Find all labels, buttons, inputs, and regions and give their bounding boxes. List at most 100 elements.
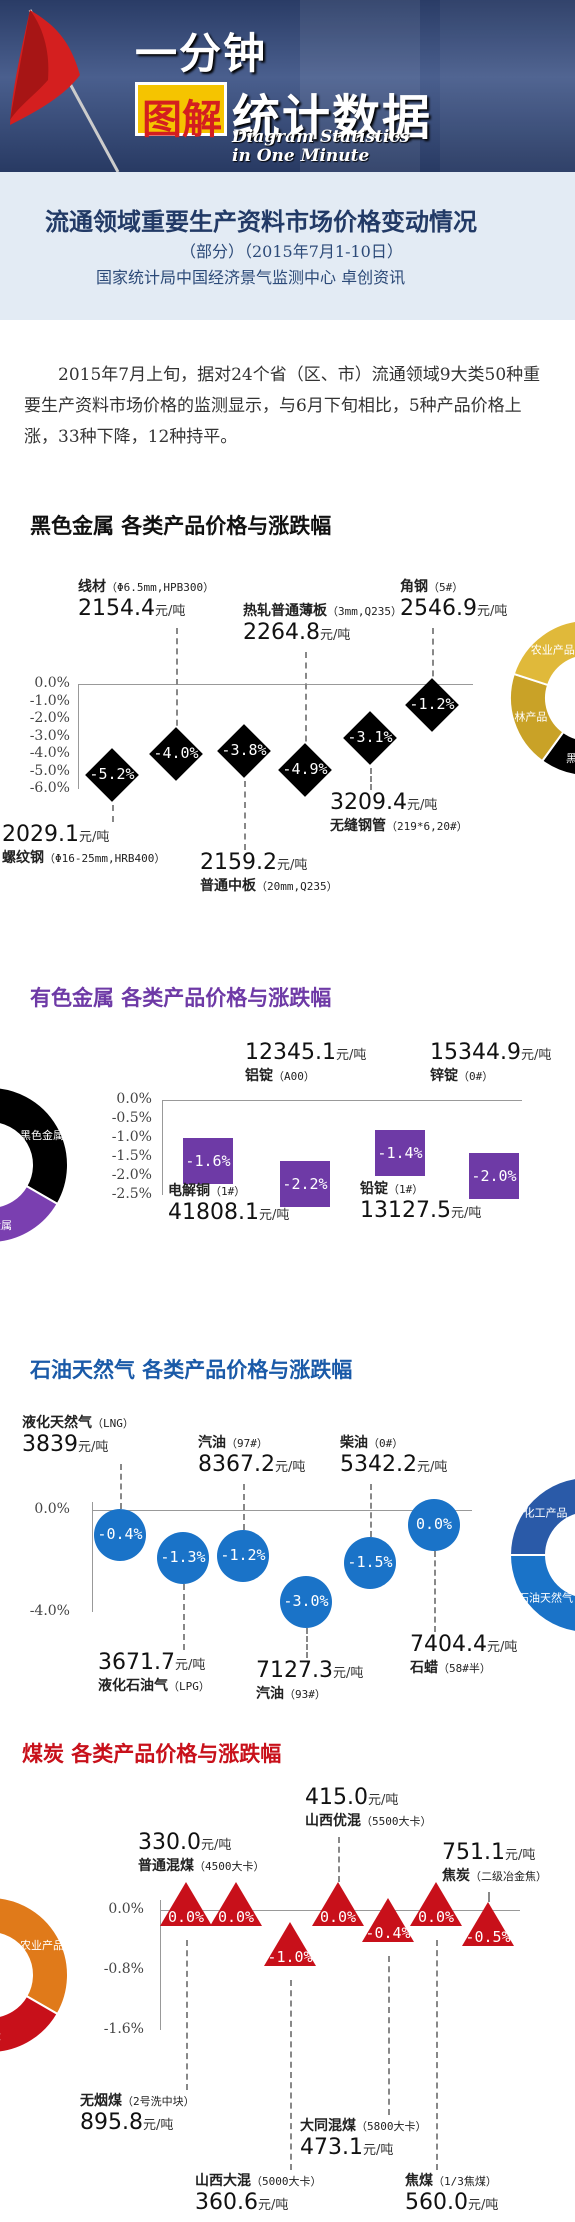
product-unit: 元/吨 — [257, 2198, 289, 2213]
data-marker-square — [280, 1160, 330, 1207]
product-price: 2159.2 — [200, 850, 277, 875]
y-tick-label: -1.5% — [111, 1148, 152, 1164]
price-label: 751.1元/吨 焦炭（二级冶金焦） — [442, 1840, 547, 1885]
y-tick-label: 0.0% — [108, 1901, 144, 1917]
product-name: 角钢 — [400, 579, 428, 595]
data-value-label: -4.9% — [282, 759, 328, 778]
product-spec: （A00） — [273, 1070, 315, 1083]
product-name: 液化石油气 — [98, 1678, 168, 1694]
y-tick-label: -1.6% — [103, 2021, 144, 2037]
product-name: 锌锭 — [430, 1068, 458, 1084]
price-label: 线材（Φ6.5mm,HPB300） 2154.4元/吨 — [78, 576, 214, 621]
banner-en-line2: in One Minute — [232, 146, 370, 166]
data-marker-triangle — [210, 1882, 262, 1926]
y-tick-label: -3.0% — [29, 727, 70, 744]
y-tick-label: -6.0% — [29, 780, 70, 796]
header-block: 流通领域重要生产资料市场价格变动情况 （部分）（2015年7月1-10日） 国家… — [0, 172, 575, 320]
product-price-line: 3209.4元/吨 — [330, 790, 468, 815]
product-price-line: 2154.4元/吨 — [78, 596, 214, 621]
product-spec: （219*6,20#） — [386, 820, 468, 833]
product-name-line: 液化天然气（LNG） — [22, 1412, 134, 1432]
data-marker-triangle — [312, 1882, 364, 1926]
product-spec: （97#） — [226, 1437, 268, 1450]
price-label: 7404.4元/吨 石蜡（58#半） — [410, 1632, 517, 1677]
data-marker-square — [469, 1153, 519, 1199]
product-name-line: 无缝钢管（219*6,20#） — [330, 815, 468, 835]
product-price-line: 751.1元/吨 — [442, 1840, 547, 1865]
product-spec: （1/3焦煤） — [433, 2175, 497, 2188]
product-price-line: 3839元/吨 — [22, 1432, 134, 1457]
banner-en-title: Diagram Statistics in One Minute — [232, 128, 409, 166]
y-tick-label: -4.0% — [29, 1603, 70, 1619]
product-price: 473.1 — [300, 2135, 363, 2160]
product-price: 2154.4 — [78, 596, 155, 621]
y-tick-label: 0.0% — [34, 675, 70, 691]
product-spec: （1#） — [388, 1183, 424, 1196]
data-value-label: 0.0% — [319, 1908, 357, 1926]
product-name: 山西优混 — [305, 1813, 361, 1829]
product-name: 铅锭 — [360, 1181, 388, 1197]
page-source: 国家统计局中国经济景气监测中心 卓创资讯 — [96, 268, 406, 287]
product-name-line: 大同混煤（5800大卡） — [300, 2115, 427, 2135]
data-marker-triangle — [410, 1882, 462, 1926]
product-price: 12345.1 — [245, 1040, 336, 1065]
price-label: 大同混煤（5800大卡） 473.1元/吨 — [300, 2115, 427, 2160]
data-marker-circle — [94, 1509, 146, 1562]
connector-line — [370, 768, 372, 790]
product-price-line: 330.0元/吨 — [138, 1830, 265, 1855]
product-price-line: 2029.1元/吨 — [2, 822, 165, 847]
product-unit: 元/吨 — [142, 2118, 174, 2133]
data-marker-triangle — [264, 1921, 316, 1966]
product-price: 5342.2 — [340, 1452, 417, 1477]
product-unit: 元/吨 — [332, 1666, 364, 1681]
data-value-label: -1.6% — [185, 1151, 231, 1170]
data-value-label: -2.2% — [282, 1174, 328, 1193]
product-spec: （5000大卡） — [251, 2175, 322, 2188]
data-marker-triangle — [362, 1897, 414, 1942]
product-price: 415.0 — [305, 1785, 368, 1810]
intro-paragraph: 2015年7月上旬，据对24个省（区、市）流通领域9大类50种重要生产资料市场价… — [24, 365, 541, 447]
connector-line — [434, 1551, 436, 1632]
product-name-line: 普通中板（20mm,Q235） — [200, 875, 338, 895]
product-name: 普通混煤 — [138, 1858, 194, 1874]
product-name-line: 铝锭（A00） — [245, 1065, 366, 1085]
product-price-line: 12345.1元/吨 — [245, 1040, 366, 1065]
connector-line — [112, 805, 114, 822]
y-tick-label: 0.0% — [116, 1091, 152, 1107]
product-name: 焦煤 — [405, 2173, 433, 2189]
product-unit: 元/吨 — [406, 798, 438, 813]
product-spec: （LNG） — [92, 1417, 134, 1430]
price-label: 415.0元/吨 山西优混（5500大卡） — [305, 1785, 432, 1830]
product-unit: 元/吨 — [450, 1206, 482, 1221]
product-name: 普通中板 — [200, 878, 256, 894]
product-name-line: 热轧普通薄板（3mm,Q235） — [243, 600, 402, 620]
data-value-label: -1.3% — [160, 1548, 206, 1567]
product-price-line: 895.8元/吨 — [80, 2110, 195, 2135]
product-spec: （4500大卡） — [194, 1860, 265, 1873]
banner-title-line2: 统计数据 — [232, 90, 433, 146]
data-marker-circle — [344, 1537, 396, 1590]
product-spec: （Φ6.5mm,HPB300） — [106, 581, 215, 594]
y-tick-label: -0.5% — [111, 1110, 152, 1126]
wheel-label: 有色金属 — [0, 1218, 12, 1232]
price-label: 铅锭（1#） 13127.5元/吨 — [360, 1178, 481, 1223]
product-name-line: 柴油（0#） — [340, 1432, 447, 1452]
product-name: 热轧普通薄板 — [243, 603, 327, 619]
data-marker-circle — [157, 1532, 209, 1585]
product-name-line: 焦煤（1/3焦煤） — [405, 2170, 498, 2190]
data-value-label: -3.1% — [347, 728, 393, 747]
wheel-segment — [0, 1994, 59, 2054]
y-tick-label: -2.5% — [111, 1186, 152, 1202]
product-unit: 元/吨 — [486, 1640, 518, 1655]
connector-line — [183, 1584, 185, 1650]
product-name: 螺纹钢 — [2, 850, 44, 866]
y-tick-label: -2.0% — [111, 1167, 152, 1183]
product-name-line: 电解铜（1#） — [168, 1180, 289, 1200]
product-price-line: 415.0元/吨 — [305, 1785, 432, 1810]
y-tick-label: -2.0% — [29, 710, 70, 726]
connector-line — [488, 1892, 490, 1902]
price-label: 3209.4元/吨 无缝钢管（219*6,20#） — [330, 790, 468, 835]
